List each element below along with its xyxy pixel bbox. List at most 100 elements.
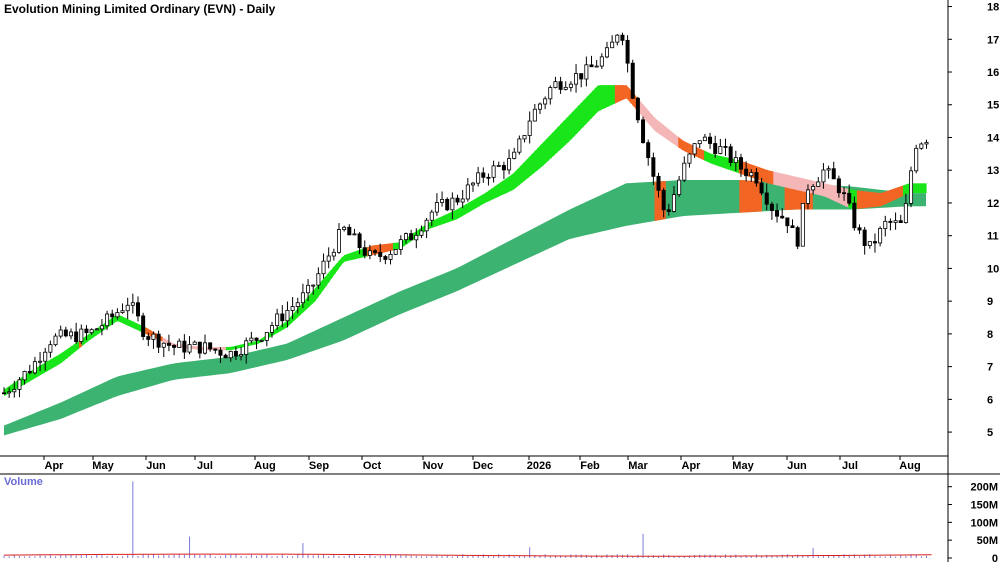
candle-body bbox=[677, 179, 682, 195]
fast-band-segment bbox=[683, 141, 688, 153]
fast-band-segment bbox=[485, 190, 489, 203]
candle-body bbox=[465, 184, 470, 200]
fast-band-segment bbox=[465, 202, 469, 215]
fast-band-segment bbox=[444, 213, 449, 224]
fast-band-segment bbox=[865, 191, 869, 208]
fast-band-segment bbox=[447, 212, 452, 223]
candle-body bbox=[393, 249, 398, 255]
fast-band-segment bbox=[228, 346, 233, 351]
fast-band-segment bbox=[877, 192, 881, 207]
candle-body bbox=[378, 252, 383, 257]
candle-body bbox=[507, 158, 512, 171]
volume-tick-label: 0 bbox=[992, 553, 998, 562]
candle-body bbox=[254, 337, 259, 341]
candle-body bbox=[460, 198, 465, 203]
chart-title: Evolution Mining Limited Ordinary (EVN) … bbox=[4, 2, 276, 16]
candle-body bbox=[53, 335, 58, 346]
price-tick-label: 6 bbox=[987, 394, 993, 406]
candle-body bbox=[7, 391, 12, 394]
fast-band-segment bbox=[194, 346, 198, 350]
fast-band-segment bbox=[87, 332, 92, 342]
fast-band-segment bbox=[614, 85, 619, 104]
fast-band-segment bbox=[70, 344, 74, 356]
candle-body bbox=[909, 170, 914, 204]
fast-band-segment bbox=[718, 155, 723, 168]
candle-body bbox=[58, 329, 63, 337]
fast-band-segment bbox=[395, 242, 400, 250]
candle-body bbox=[646, 142, 651, 159]
candle-body bbox=[682, 162, 687, 181]
fast-band-segment bbox=[67, 346, 71, 358]
fast-band-segment bbox=[586, 94, 590, 124]
price-tick-label: 13 bbox=[987, 165, 999, 177]
fast-band-segment bbox=[669, 130, 674, 144]
candle-body bbox=[713, 143, 718, 154]
month-tick-label: Mar bbox=[628, 460, 648, 472]
candle-body bbox=[785, 217, 790, 227]
fast-band-segment bbox=[502, 178, 506, 195]
candle-body bbox=[161, 342, 166, 348]
month-tick-label: Feb bbox=[580, 460, 600, 472]
fast-band-segment bbox=[813, 180, 818, 195]
fast-band-segment bbox=[862, 191, 867, 209]
candle-body bbox=[306, 284, 311, 294]
candle-body bbox=[811, 186, 816, 191]
fast-band-segment bbox=[528, 154, 532, 178]
candle-body bbox=[32, 361, 37, 374]
fast-band-segment bbox=[50, 357, 54, 370]
fast-band-segment bbox=[885, 190, 890, 204]
fast-band-segment bbox=[591, 88, 596, 118]
candle-body bbox=[424, 219, 429, 232]
fast-band-segment bbox=[724, 156, 728, 170]
candle-body bbox=[99, 325, 104, 330]
month-tick-label: Jun bbox=[146, 460, 166, 472]
candle-body bbox=[604, 47, 609, 58]
candle-body bbox=[342, 226, 347, 230]
month-tick-label: Jul bbox=[842, 460, 858, 472]
candle-body bbox=[795, 227, 800, 247]
candle-body bbox=[878, 228, 883, 244]
fast-band-segment bbox=[482, 192, 486, 205]
fast-band-segment bbox=[439, 216, 443, 226]
candle-body bbox=[821, 169, 826, 183]
fast-band-segment bbox=[390, 243, 394, 252]
fast-band-segment bbox=[513, 169, 518, 190]
fast-band-segment bbox=[646, 108, 650, 126]
fast-band-segment bbox=[802, 178, 806, 192]
candle-body bbox=[527, 120, 532, 136]
fast-band-segment bbox=[790, 175, 795, 190]
fast-band-segment bbox=[220, 346, 224, 351]
candle-body bbox=[285, 310, 290, 322]
candle-body bbox=[89, 329, 94, 334]
candle-body bbox=[208, 342, 213, 350]
candle-body bbox=[414, 234, 419, 241]
candle-body bbox=[249, 337, 254, 342]
fast-band-segment bbox=[663, 125, 668, 140]
fast-band-segment bbox=[701, 149, 705, 161]
fast-band-segment bbox=[225, 346, 230, 351]
fast-band-segment bbox=[560, 121, 564, 150]
month-tick-label: 2026 bbox=[527, 460, 551, 472]
candle-body bbox=[847, 192, 852, 204]
fast-moving-average-band bbox=[4, 85, 927, 397]
candle-body bbox=[579, 73, 584, 80]
fast-band-segment bbox=[551, 130, 555, 158]
candle-body bbox=[651, 157, 656, 177]
fast-band-segment bbox=[868, 191, 872, 208]
price-tick-label: 16 bbox=[987, 67, 999, 79]
candle-body bbox=[125, 304, 130, 312]
candle-body bbox=[630, 62, 635, 99]
candle-body bbox=[17, 379, 22, 390]
fast-band-segment bbox=[709, 153, 714, 165]
candle-body bbox=[233, 351, 238, 357]
fast-band-segment bbox=[666, 127, 671, 142]
candle-body bbox=[218, 349, 223, 356]
fast-band-segment bbox=[467, 201, 472, 213]
fast-band-segment bbox=[652, 115, 656, 132]
fast-band-segment bbox=[897, 186, 901, 199]
candle-body bbox=[321, 260, 326, 275]
price-tick-label: 15 bbox=[987, 100, 999, 112]
fast-band-segment bbox=[773, 171, 777, 186]
month-tick-label: Oct bbox=[363, 460, 382, 472]
candle-body bbox=[641, 119, 646, 144]
